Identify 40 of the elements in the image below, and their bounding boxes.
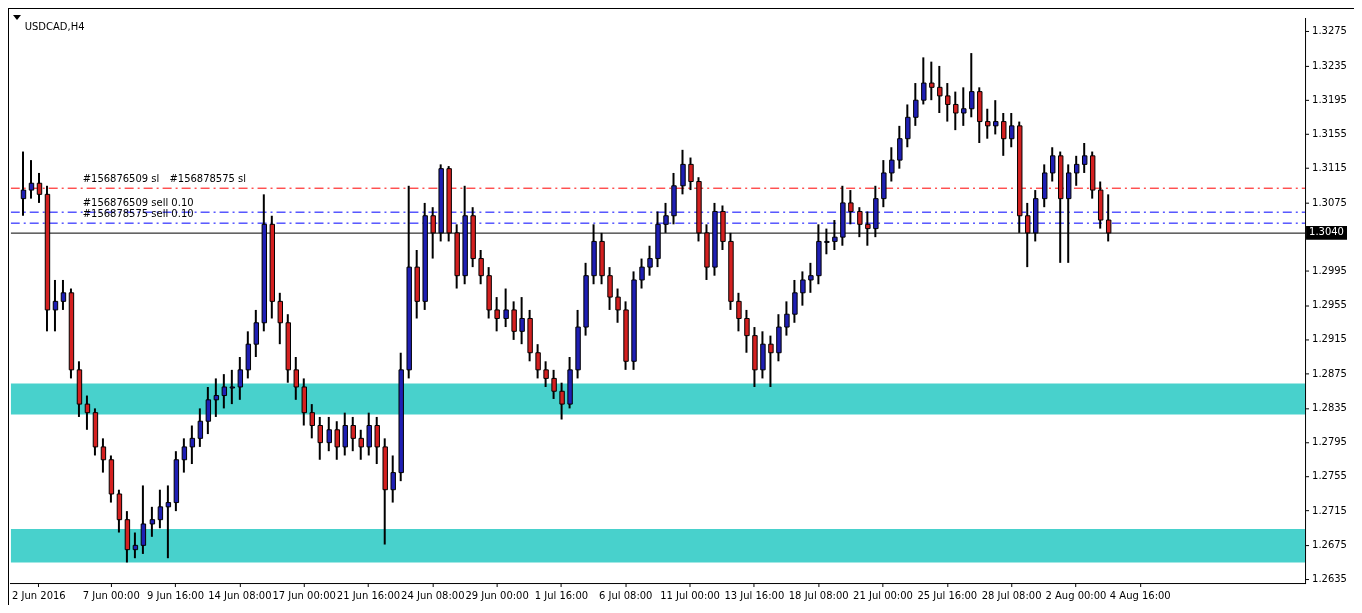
x-tick-label: 1 Jul 16:00 <box>534 589 589 601</box>
x-tick-label: 17 Jun 00:00 <box>272 589 336 601</box>
y-tick-label: 1.3155 <box>1312 128 1347 140</box>
ref-line-label: #156876509 sl <box>82 173 160 185</box>
y-tick-label: 1.2835 <box>1312 401 1347 413</box>
x-tick-label: 29 Jun 00:00 <box>465 589 529 601</box>
y-tick-label: 1.2635 <box>1312 573 1347 585</box>
y-tick-label: 1.2995 <box>1312 265 1347 276</box>
y-tick-label: 1.2755 <box>1312 470 1347 482</box>
y-tick-label: 1.3275 <box>1312 25 1347 37</box>
y-tick-label: 1.2715 <box>1312 504 1347 516</box>
y-tick-label: 1.2955 <box>1312 299 1347 311</box>
y-tick-label: 1.3115 <box>1312 162 1347 174</box>
x-tick-label: 18 Jul 08:00 <box>788 589 849 601</box>
x-tick-label: 21 Jul 00:00 <box>853 589 913 601</box>
x-tick-label: 14 Jun 08:00 <box>208 589 272 601</box>
ref-line-label: 1.3040 <box>1309 226 1344 238</box>
x-tick-label: 28 Jul 08:00 <box>981 589 1042 601</box>
x-tick-label: 11 Jul 00:00 <box>660 589 720 601</box>
x-tick-label: 7 Jun 00:00 <box>82 589 140 601</box>
x-tick-label: 21 Jun 16:00 <box>336 589 401 601</box>
x-tick-label: 4 Aug 16:00 <box>1109 589 1171 601</box>
x-tick-label: 9 Jun 16:00 <box>147 589 205 601</box>
y-tick-label: 1.2795 <box>1312 436 1347 448</box>
x-tick-label: 25 Jul 16:00 <box>917 589 978 601</box>
y-tick-label: 1.3075 <box>1312 196 1347 208</box>
x-tick-label: 2 Jun 2016 <box>12 589 66 601</box>
x-tick-label: 24 Jun 08:00 <box>401 589 465 601</box>
x-tick-label: 13 Jul 16:00 <box>724 589 785 601</box>
annotation: #156878575 sl <box>169 173 247 185</box>
y-tick-label: 1.3195 <box>1312 93 1347 105</box>
ref-line-label: #156876509 sell 0.10 <box>82 197 194 209</box>
y-tick-label: 1.2915 <box>1312 333 1347 345</box>
x-tick-label: 6 Jul 08:00 <box>599 589 653 601</box>
x-tick-label: 2 Aug 00:00 <box>1045 589 1107 601</box>
y-tick-label: 1.2675 <box>1312 538 1347 550</box>
ref-line-label: #156878575 sell 0.10 <box>82 208 194 220</box>
y-tick-label: 1.2875 <box>1312 367 1347 379</box>
y-tick-label: 1.3235 <box>1312 59 1347 71</box>
chart-title: USDCAD,H4 <box>24 20 85 32</box>
